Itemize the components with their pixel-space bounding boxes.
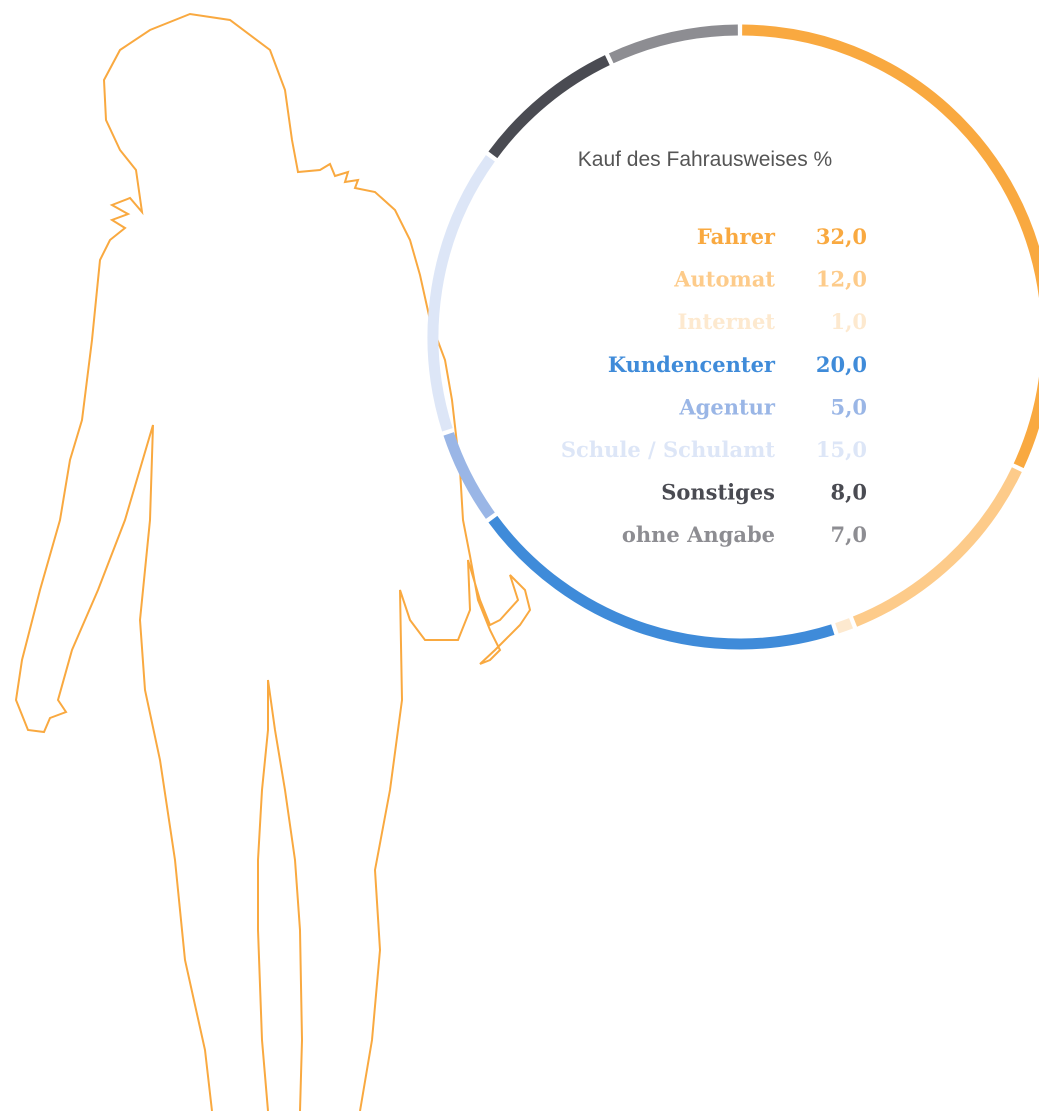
legend-label: Internet xyxy=(677,309,775,334)
legend-label: ohne Angabe xyxy=(622,522,775,547)
value-label: 7,0 xyxy=(830,522,867,547)
value-label: 15,0 xyxy=(816,437,867,462)
legend-label: Schule / Schulamt xyxy=(561,437,775,462)
legend-label: Fahrer xyxy=(697,224,776,249)
value-label: 5,0 xyxy=(830,394,867,419)
chart: Kauf des Fahrausweises % Fahrer 32,0 Autom… xyxy=(0,0,1039,1111)
value-label: 12,0 xyxy=(816,267,867,292)
ring-segment xyxy=(611,30,738,58)
legend-label: Sonstiges xyxy=(661,480,775,505)
ring-segment xyxy=(493,60,607,155)
ring-segment xyxy=(449,434,491,516)
legend-label: Kundencenter xyxy=(608,352,776,377)
ring-segment xyxy=(433,158,490,430)
legend-label: Automat xyxy=(673,267,775,292)
ring-segment xyxy=(855,470,1017,622)
legend-label: Agentur xyxy=(678,394,776,419)
ring-segment xyxy=(837,623,851,628)
person-silhouette xyxy=(16,14,530,1111)
value-label: 1,0 xyxy=(830,309,867,334)
chart-title: Kauf des Fahrausweises % xyxy=(578,148,832,171)
page: {"chart_data": {"type": "pie", "title": … xyxy=(0,0,1039,1111)
value-label: 8,0 xyxy=(830,480,867,505)
value-label: 32,0 xyxy=(816,224,867,249)
value-label: 20,0 xyxy=(816,352,867,377)
ring-segment xyxy=(742,30,1039,466)
